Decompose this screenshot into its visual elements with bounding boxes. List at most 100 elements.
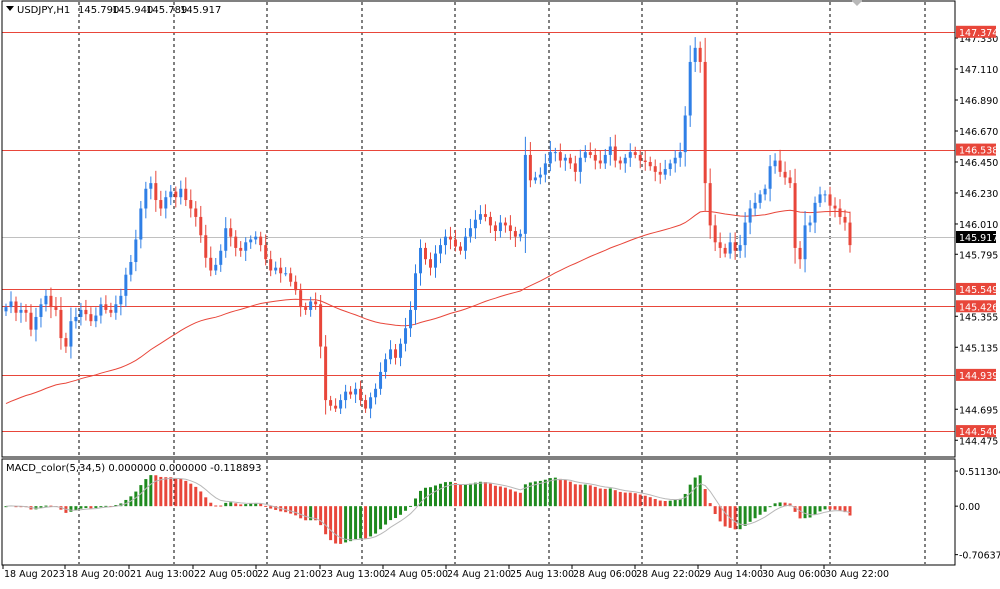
macd-bar [264, 505, 268, 507]
macd-bar [384, 506, 388, 525]
candle-body [79, 309, 83, 317]
candle-body [309, 301, 313, 310]
macd-bar [553, 477, 557, 507]
candle-body [828, 194, 832, 206]
macd-bar [344, 506, 348, 543]
candle-body [149, 183, 153, 189]
macd-bar [49, 505, 53, 507]
candle-body [174, 191, 178, 198]
macd-bar [493, 485, 497, 507]
macd-bar [463, 484, 467, 507]
candle-body [763, 188, 767, 195]
candle-body [643, 160, 647, 162]
dropdown-triangle-icon[interactable] [6, 6, 14, 11]
level-price-label: 146.538 [959, 146, 998, 157]
macd-tick-label: 0.00 [959, 502, 980, 513]
candle-body [259, 236, 263, 246]
candle-body [628, 152, 632, 158]
chart-shift-icon[interactable] [851, 0, 863, 6]
candle-body [638, 154, 642, 161]
macd-bar [164, 477, 168, 507]
macd-bar [304, 506, 308, 521]
candle-body [154, 183, 158, 201]
macd-pane-frame [1, 458, 956, 566]
candle-body [134, 239, 138, 263]
macd-bar [583, 484, 587, 507]
macd-bar [563, 479, 567, 507]
time-tick-label: 18 Aug 20:00 [66, 569, 130, 580]
ohlc-low: 145.789 [146, 5, 187, 16]
macd-bar [399, 506, 403, 515]
candle-body [369, 397, 373, 409]
price-tick-label: 147.110 [959, 65, 998, 76]
candle-body [284, 273, 288, 275]
macd-bar [628, 492, 632, 507]
macd-bar [179, 478, 183, 507]
macd-bar [94, 506, 98, 508]
macd-bar [404, 506, 408, 511]
macd-layer [4, 475, 852, 544]
candle-body [813, 202, 817, 223]
macd-bar [364, 506, 368, 539]
candle-body [798, 247, 802, 260]
candle-body [379, 371, 383, 389]
candle-body [104, 304, 108, 310]
time-tick-label: 25 Aug 13:00 [510, 569, 574, 580]
candle-body [688, 61, 692, 116]
macd-bar [778, 502, 782, 507]
candle-body [99, 304, 103, 316]
macd-bar [428, 487, 432, 507]
candle-body [424, 247, 428, 260]
macd-bar [4, 506, 8, 508]
macd-bar [424, 487, 428, 507]
candle-body [623, 157, 627, 164]
candle-body [304, 307, 308, 310]
macd-bar [369, 506, 373, 537]
candle-body [269, 259, 273, 271]
candle-body [89, 314, 93, 322]
candle-body [139, 208, 143, 240]
macd-bar [224, 502, 228, 507]
macd-bar [728, 506, 732, 528]
macd-bar [209, 502, 213, 507]
macd-bar [758, 506, 762, 515]
candle-body [374, 388, 378, 398]
macd-bar [678, 498, 682, 507]
level-price-label: 144.939 [959, 371, 998, 382]
macd-bar [763, 506, 767, 512]
candle-body [498, 222, 502, 232]
candle-body [668, 163, 672, 170]
macd-bar [653, 498, 657, 507]
macd-bar [214, 505, 218, 507]
candle-body [758, 194, 762, 203]
candle-body [264, 245, 268, 260]
candle-body [553, 152, 557, 154]
candle-body [653, 166, 657, 172]
candle-body [438, 245, 442, 254]
macd-bar [598, 488, 602, 507]
candle-body [658, 171, 662, 175]
candle-body [493, 225, 497, 232]
macd-bar [568, 481, 572, 507]
candle-body [673, 157, 677, 164]
macd-bar [204, 497, 208, 507]
candle-body [603, 154, 607, 164]
macd-bar [294, 506, 298, 516]
macd-bar [229, 502, 233, 507]
macd-bar [329, 506, 333, 541]
candle-body [164, 197, 168, 209]
macd-bar [99, 506, 103, 508]
candle-body [683, 115, 687, 153]
candle-body [364, 400, 368, 409]
candle-body [713, 225, 717, 243]
macd-bar [768, 506, 772, 508]
candle-body [34, 316, 38, 330]
candle-body [618, 160, 622, 164]
macd-bar [488, 483, 492, 507]
candle-body [478, 214, 482, 220]
level-price-tag [956, 282, 996, 295]
candle-body [299, 290, 303, 308]
macd-bar [89, 506, 93, 509]
